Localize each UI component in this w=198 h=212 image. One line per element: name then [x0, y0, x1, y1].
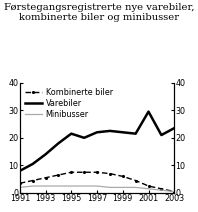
Minibusser: [122, 186, 124, 189]
Kombinerte biler: [57, 174, 60, 176]
Varebiler: [122, 131, 124, 134]
Minibusser: [96, 185, 98, 187]
Kombinerte biler: [70, 171, 72, 174]
Varebiler: [147, 110, 150, 113]
Varebiler: [44, 153, 47, 156]
Line: Kombinerte biler: Kombinerte biler: [18, 170, 176, 193]
Kombinerte biler: [83, 171, 85, 174]
Line: Varebiler: Varebiler: [20, 112, 174, 171]
Varebiler: [173, 127, 175, 129]
Kombinerte biler: [109, 172, 111, 175]
Varebiler: [96, 131, 98, 134]
Kombinerte biler: [134, 179, 137, 182]
Varebiler: [70, 132, 72, 135]
Varebiler: [134, 132, 137, 135]
Minibusser: [31, 185, 34, 187]
Minibusser: [147, 188, 150, 190]
Varebiler: [109, 130, 111, 132]
Minibusser: [57, 185, 60, 187]
Kombinerte biler: [122, 175, 124, 178]
Kombinerte biler: [160, 188, 163, 190]
Varebiler: [160, 134, 163, 136]
Varebiler: [83, 137, 85, 139]
Minibusser: [109, 186, 111, 189]
Minibusser: [173, 190, 175, 193]
Line: Minibusser: Minibusser: [20, 186, 174, 192]
Text: Førstegangsregistrerte nye varebiler,: Førstegangsregistrerte nye varebiler,: [4, 3, 194, 12]
Kombinerte biler: [96, 171, 98, 174]
Kombinerte biler: [173, 190, 175, 193]
Minibusser: [44, 185, 47, 187]
Legend: Kombinerte biler, Varebiler, Minibusser: Kombinerte biler, Varebiler, Minibusser: [24, 87, 113, 119]
Kombinerte biler: [31, 179, 34, 182]
Kombinerte biler: [19, 182, 21, 184]
Minibusser: [134, 186, 137, 189]
Minibusser: [19, 186, 21, 189]
Minibusser: [83, 185, 85, 187]
Kombinerte biler: [44, 176, 47, 179]
Minibusser: [70, 185, 72, 187]
Kombinerte biler: [147, 185, 150, 187]
Varebiler: [57, 142, 60, 145]
Minibusser: [160, 189, 163, 191]
Varebiler: [31, 163, 34, 165]
Varebiler: [19, 170, 21, 172]
Text: kombinerte biler og minibusser: kombinerte biler og minibusser: [19, 13, 179, 22]
